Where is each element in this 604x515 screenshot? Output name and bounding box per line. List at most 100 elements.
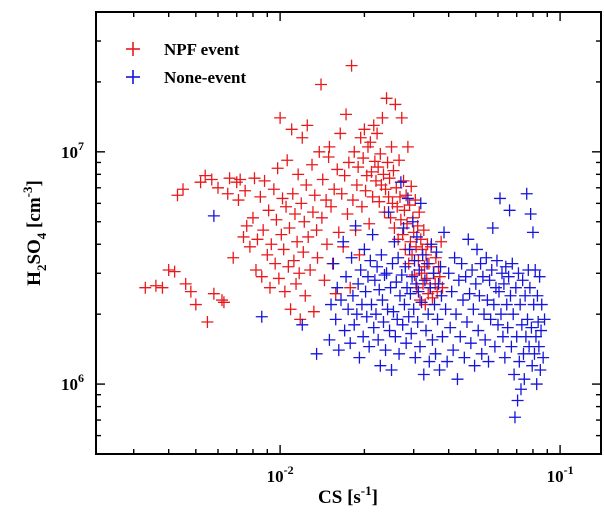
data-point (194, 176, 207, 189)
data-point (417, 224, 430, 237)
data-point (292, 168, 305, 181)
data-point (282, 260, 295, 273)
data-point (346, 289, 359, 302)
data-point (345, 59, 358, 72)
data-point (394, 176, 407, 189)
data-point (436, 330, 449, 343)
series-1 (207, 176, 551, 424)
data-point (431, 313, 444, 326)
data-point (331, 281, 344, 294)
data-point (513, 355, 526, 368)
data-point (405, 180, 418, 193)
data-point (438, 226, 451, 239)
data-point (403, 243, 416, 256)
data-point (405, 327, 418, 340)
data-point (424, 281, 437, 294)
data-point (529, 263, 542, 276)
data-point (464, 337, 477, 350)
data-point (298, 215, 311, 228)
data-point (493, 192, 506, 205)
data-point (420, 324, 433, 337)
data-point (327, 257, 340, 270)
data-point (373, 283, 386, 296)
data-point (344, 281, 357, 294)
data-point (284, 303, 297, 316)
data-point (376, 111, 389, 124)
data-point (364, 254, 377, 267)
data-point (413, 206, 426, 219)
data-point (237, 230, 250, 243)
data-point (503, 204, 516, 217)
data-point (334, 294, 347, 307)
data-point (261, 248, 274, 261)
data-point (361, 140, 374, 153)
data-point (334, 127, 347, 140)
data-point (278, 285, 291, 298)
data-point (346, 194, 359, 207)
data-point (315, 78, 328, 91)
data-point (468, 359, 481, 372)
data-point (377, 168, 390, 181)
data-point (404, 287, 417, 300)
data-point (418, 274, 431, 287)
y-axis-title: H2SO4 [cm-3] (20, 180, 49, 286)
data-point (406, 215, 419, 228)
data-point (325, 298, 338, 311)
data-point (355, 200, 368, 213)
data-point (342, 156, 355, 169)
data-point (535, 324, 548, 337)
data-point (249, 263, 262, 276)
data-point (529, 330, 542, 343)
data-point (296, 131, 309, 144)
data-point (396, 318, 409, 331)
data-point (379, 183, 392, 196)
data-point (342, 303, 355, 316)
data-point (322, 151, 335, 164)
data-point (524, 207, 537, 220)
data-point (481, 294, 494, 307)
data-point (311, 251, 324, 264)
data-point (340, 108, 353, 121)
data-point (508, 368, 521, 381)
data-point (371, 127, 384, 140)
data-point (352, 161, 365, 174)
data-point (329, 287, 342, 300)
y-axis-title-p1: H (24, 271, 45, 286)
data-point (274, 111, 287, 124)
data-point (246, 211, 259, 224)
data-point (445, 285, 458, 298)
data-point (369, 308, 382, 321)
data-point (475, 347, 488, 360)
data-point (331, 163, 344, 176)
data-point (532, 316, 545, 329)
data-point (207, 287, 220, 300)
data-point (375, 248, 388, 261)
data-point (485, 263, 498, 276)
data-point (383, 172, 396, 185)
data-point (254, 190, 267, 203)
data-point (500, 298, 513, 311)
data-point (255, 270, 268, 283)
data-point (406, 270, 419, 283)
data-point (318, 274, 331, 287)
data-point (359, 285, 372, 298)
data-point (211, 181, 224, 194)
data-point (371, 260, 384, 273)
data-point (288, 207, 301, 220)
data-point (483, 274, 496, 287)
data-point (518, 373, 531, 386)
data-point (426, 291, 439, 304)
data-point (367, 119, 380, 132)
data-point (221, 187, 234, 200)
data-point (400, 189, 413, 202)
data-point (357, 330, 370, 343)
data-point (532, 340, 545, 353)
data-point (293, 267, 306, 280)
data-point (472, 324, 485, 337)
data-point (401, 140, 414, 153)
data-point (368, 274, 381, 287)
data-point (243, 240, 256, 253)
data-point (526, 226, 539, 239)
data-point (526, 359, 539, 372)
data-point (396, 228, 409, 241)
